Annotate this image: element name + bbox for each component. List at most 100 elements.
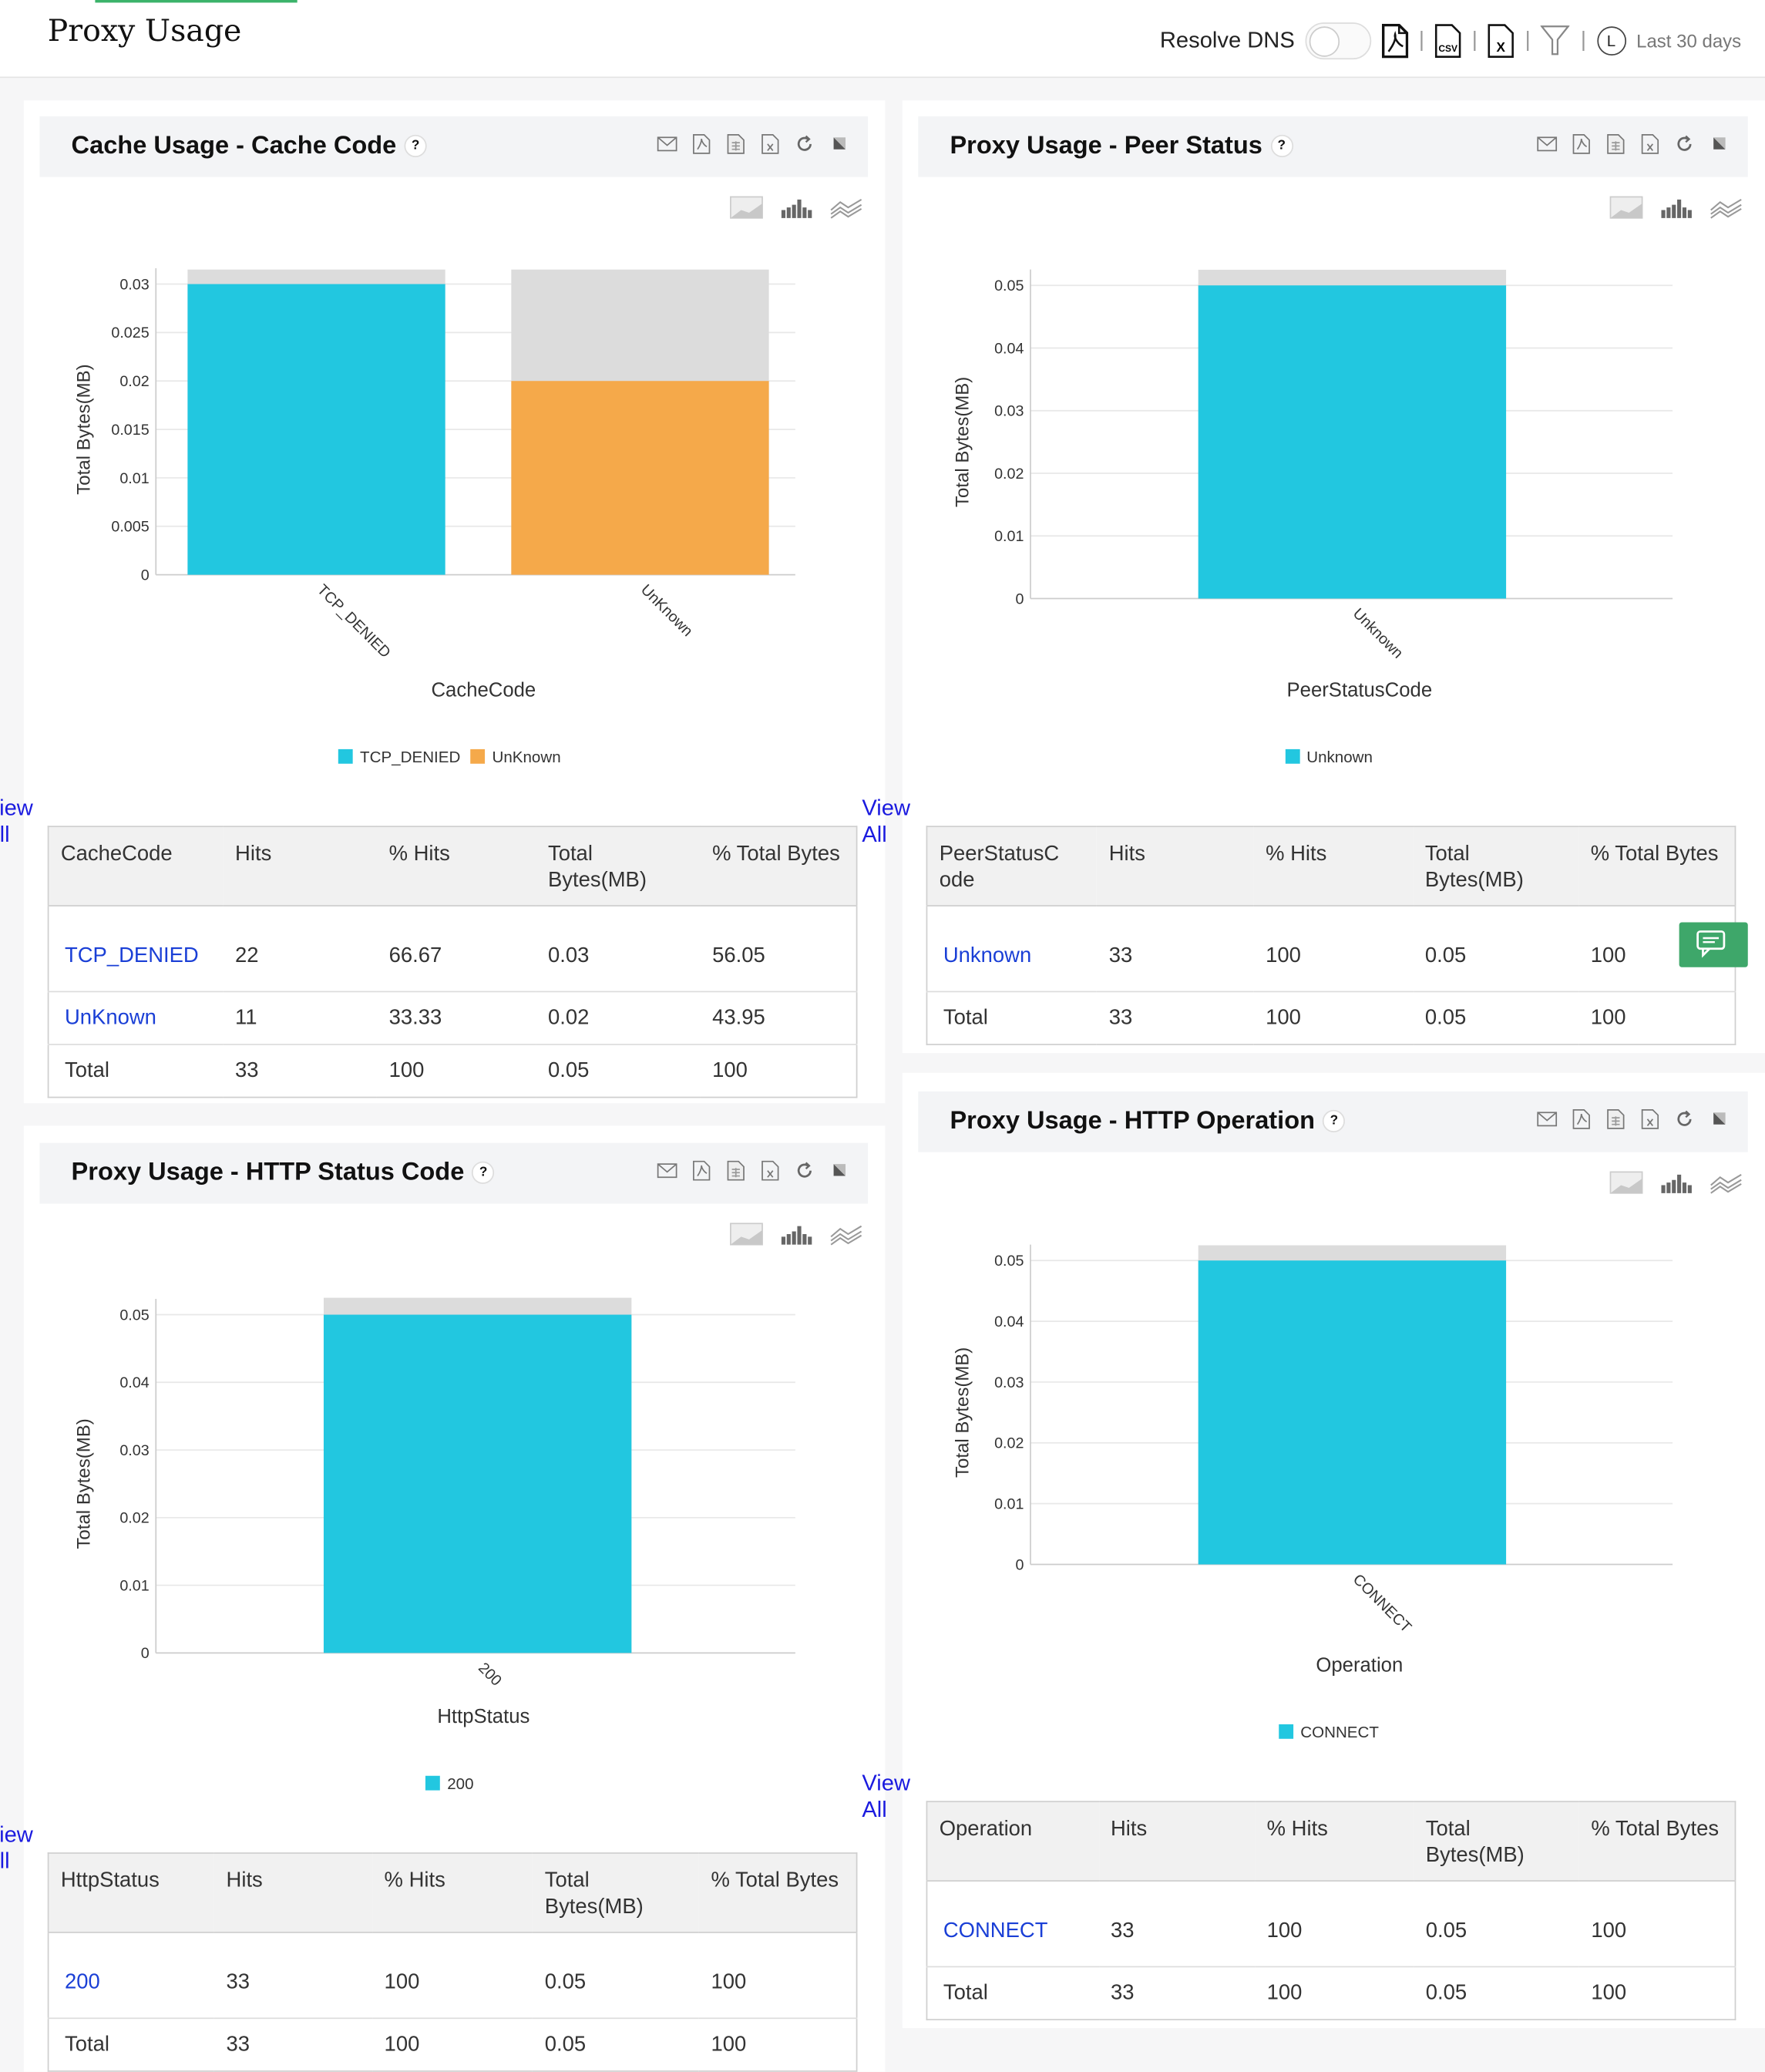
column-header-hits[interactable]: Hits [1098, 1801, 1256, 1882]
column-header-hits[interactable]: % Hits [1255, 1801, 1414, 1882]
line-chart-icon[interactable] [829, 196, 864, 220]
xls-icon[interactable] [760, 133, 781, 154]
legend-item[interactable]: CONNECT [1279, 1723, 1379, 1741]
chat-button[interactable] [1679, 922, 1748, 967]
column-header-cachecode[interactable]: CacheCode [48, 826, 224, 906]
pdf-export-icon[interactable] [1381, 23, 1409, 59]
view-all-link[interactable]: View All [0, 1821, 33, 1874]
pdf-icon[interactable] [1571, 1108, 1592, 1129]
row-link[interactable]: CONNECT [943, 1919, 1048, 1942]
resolve-dns-label: Resolve DNS [1159, 27, 1295, 53]
column-header-total-bytes[interactable]: % Total Bytes [700, 826, 857, 906]
column-header-total-bytes[interactable]: % Total Bytes [699, 1853, 857, 1933]
filter-icon[interactable] [1541, 25, 1571, 57]
column-header-total-bytes-mb[interactable]: Total Bytes(MB) [536, 826, 701, 906]
column-header-operation[interactable]: Operation [926, 1801, 1099, 1882]
bar-unknown[interactable] [1198, 285, 1507, 599]
bar-chart-icon[interactable] [779, 196, 814, 220]
refresh-icon[interactable] [1674, 1108, 1695, 1129]
table-cell: 100 [699, 2017, 857, 2071]
xls-icon[interactable] [1639, 1108, 1660, 1129]
area-chart-icon[interactable] [729, 1223, 764, 1246]
minimize-icon[interactable] [1708, 1108, 1729, 1129]
table-cell: 56.05 [701, 906, 857, 991]
column-header-hits[interactable]: % Hits [1253, 826, 1414, 906]
line-chart-icon[interactable] [829, 1223, 864, 1246]
bar-200[interactable] [323, 1314, 632, 1653]
refresh-icon[interactable] [794, 1160, 815, 1181]
clock-icon[interactable]: L [1596, 26, 1626, 56]
cell-value: Total [943, 1981, 988, 2004]
y-tick-label: 0.04 [994, 340, 1024, 357]
csv-icon[interactable] [725, 133, 746, 154]
line-chart-icon[interactable] [1710, 196, 1744, 220]
table-cell: 66.67 [377, 906, 536, 991]
help-icon[interactable]: ? [1270, 135, 1293, 158]
cell-value: 100 [388, 1058, 425, 1081]
refresh-icon[interactable] [1674, 133, 1695, 154]
column-header-hits[interactable]: Hits [1097, 826, 1254, 906]
legend-item[interactable]: 200 [425, 1774, 474, 1793]
column-header-total-bytes-mb[interactable]: Total Bytes(MB) [533, 1853, 700, 1933]
column-header-total-bytes-mb[interactable]: Total Bytes(MB) [1414, 1801, 1579, 1882]
row-link[interactable]: TCP_DENIED [64, 944, 199, 967]
bar-chart-icon[interactable] [779, 1223, 814, 1246]
bar-tcp-denied[interactable] [187, 284, 445, 575]
legend-item[interactable]: UnKnown [471, 748, 561, 766]
panel-cache-code: Cache Usage - Cache Code? 0 0.005 0.01 0.015… [0, 100, 886, 1104]
mail-icon[interactable] [1536, 1108, 1558, 1129]
view-all-link[interactable]: View All [862, 795, 911, 847]
mail-icon[interactable] [1536, 133, 1558, 154]
help-icon[interactable]: ? [404, 135, 427, 158]
bar-chart-icon[interactable] [1659, 1171, 1694, 1195]
column-header-hits[interactable]: % Hits [377, 826, 536, 906]
mail-icon[interactable] [657, 133, 677, 154]
cell-value: 100 [384, 2033, 420, 2056]
minimize-icon[interactable] [829, 133, 849, 154]
minimize-icon[interactable] [829, 1160, 849, 1181]
area-chart-icon[interactable] [1609, 196, 1644, 220]
csv-icon[interactable] [725, 1160, 746, 1181]
legend-item[interactable]: TCP_DENIED [338, 748, 460, 766]
area-chart-icon[interactable] [1609, 1171, 1644, 1195]
refresh-icon[interactable] [794, 133, 815, 154]
line-chart-icon[interactable] [1710, 1171, 1744, 1195]
csv-export-icon[interactable]: CSV [1435, 24, 1461, 59]
pdf-icon[interactable] [1571, 133, 1592, 154]
column-header-total-bytes[interactable]: % Total Bytes [1578, 826, 1736, 906]
column-header-total-bytes-mb[interactable]: Total Bytes(MB) [1413, 826, 1579, 906]
area-chart-icon[interactable] [729, 196, 764, 220]
xls-icon[interactable] [760, 1160, 781, 1181]
bar-connect[interactable] [1198, 1260, 1507, 1565]
view-all-link[interactable]: View All [862, 1770, 911, 1822]
resolve-dns-toggle[interactable] [1305, 22, 1372, 60]
time-range-selector[interactable]: Last 30 days [1636, 30, 1742, 52]
column-header-total-bytes[interactable]: % Total Bytes [1578, 1801, 1736, 1882]
legend-swatch [1285, 748, 1300, 764]
cell-value: Total [64, 2033, 109, 2056]
help-icon[interactable]: ? [472, 1162, 495, 1185]
csv-icon[interactable] [1605, 133, 1626, 154]
column-header-hits[interactable]: Hits [223, 826, 378, 906]
mail-icon[interactable] [657, 1160, 677, 1181]
csv-icon[interactable] [1605, 1108, 1626, 1129]
column-header-httpstatus[interactable]: HttpStatus [48, 1853, 215, 1933]
pdf-icon[interactable] [691, 133, 711, 154]
row-link[interactable]: UnKnown [64, 1006, 156, 1029]
legend-item[interactable]: Unknown [1285, 748, 1373, 766]
column-header-hits[interactable]: % Hits [372, 1853, 533, 1933]
xls-export-icon[interactable]: X [1488, 24, 1515, 59]
cell-value: 56.05 [712, 944, 765, 967]
help-icon[interactable]: ? [1323, 1110, 1346, 1133]
bar-chart-icon[interactable] [1659, 196, 1694, 220]
view-all-link[interactable]: View All [0, 795, 33, 847]
row-link[interactable]: 200 [64, 1971, 100, 1994]
column-header-hits[interactable]: Hits [214, 1853, 373, 1933]
xls-icon[interactable] [1639, 133, 1660, 154]
pdf-icon[interactable] [691, 1160, 711, 1181]
row-link[interactable]: Unknown [943, 944, 1032, 967]
column-header-peerstatuscode[interactable]: PeerStatusCode [926, 826, 1098, 906]
x-tick-label: UnKnown [637, 581, 696, 640]
minimize-icon[interactable] [1708, 133, 1729, 154]
bar-unknown[interactable] [511, 381, 769, 575]
